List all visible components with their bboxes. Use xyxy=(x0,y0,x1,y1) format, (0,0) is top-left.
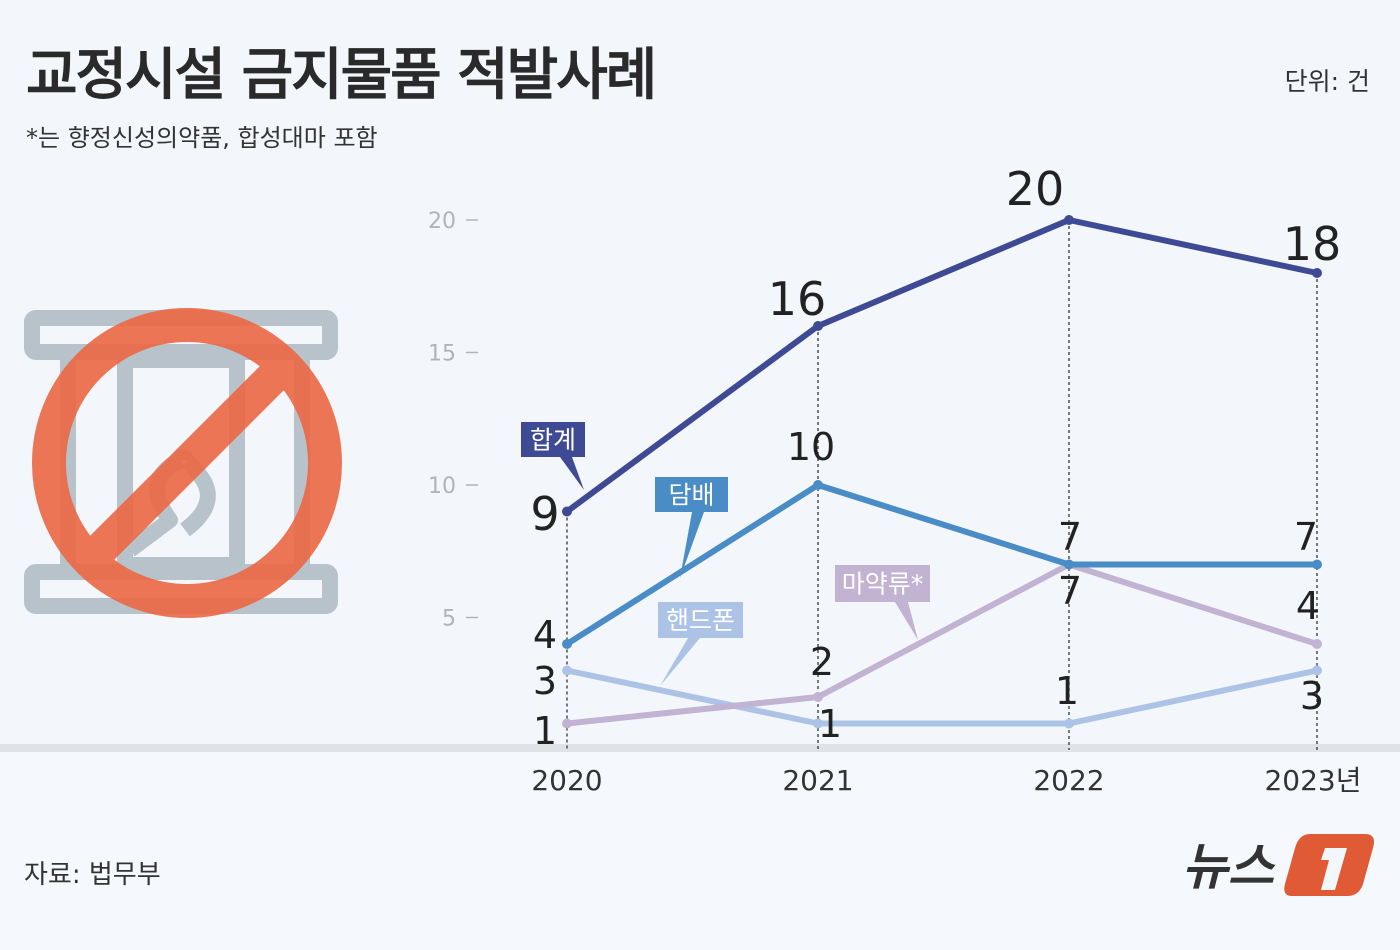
data-point xyxy=(1312,665,1322,676)
data-point xyxy=(562,639,572,649)
legend-callout-0 xyxy=(521,422,585,457)
legend-label: 핸드폰 xyxy=(666,606,735,635)
series-line-1 xyxy=(565,482,1317,647)
data-label: 3 xyxy=(1300,674,1324,718)
y-tick-label: 10 xyxy=(428,474,456,499)
callout-pointer xyxy=(560,457,584,490)
data-label: 3 xyxy=(533,659,557,703)
x-tick-label: 2021 xyxy=(782,764,853,797)
data-label: 1 xyxy=(533,709,557,753)
legend-label: 마약류* xyxy=(842,570,924,599)
x-tick-label: 2020 xyxy=(531,764,602,797)
plot-floor xyxy=(0,752,1400,950)
data-point xyxy=(813,692,823,702)
source-label: 자료: 법무부 xyxy=(24,860,161,890)
legend-callout-3 xyxy=(658,602,743,638)
callout-pointer xyxy=(895,602,918,640)
data-label: 10 xyxy=(787,425,835,469)
data-label: 16 xyxy=(768,272,827,326)
data-label: 20 xyxy=(1006,162,1065,216)
callout-pointer xyxy=(660,638,700,686)
series-line-3 xyxy=(566,667,1318,727)
data-point xyxy=(813,480,823,490)
page-title: 교정시설 금지물품 적발사례 xyxy=(26,43,657,108)
data-point xyxy=(813,321,823,331)
data-point xyxy=(1312,559,1322,570)
data-label: 7 xyxy=(1058,569,1082,613)
data-point xyxy=(813,718,823,729)
data-label: 9 xyxy=(530,487,559,541)
y-tick-label: 5 xyxy=(442,607,456,632)
callout-pointer xyxy=(680,512,704,578)
svg-text:뉴스: 뉴스 xyxy=(1182,838,1276,896)
data-point xyxy=(1064,559,1074,570)
data-point xyxy=(1312,268,1322,278)
data-label: 7 xyxy=(1294,515,1318,559)
data-point xyxy=(1312,639,1322,649)
data-label: 4 xyxy=(1296,584,1320,628)
unit-label: 단위: 건 xyxy=(1284,67,1370,96)
subtitle-note: *는 향정신성의약품, 합성대마 포함 xyxy=(26,124,378,152)
y-tick-label: 20 xyxy=(428,209,456,234)
series-line-2 xyxy=(566,561,1318,727)
data-label: 1 xyxy=(1055,669,1079,713)
x-tick-label: 2022 xyxy=(1033,764,1104,797)
news1-logo: 뉴스 xyxy=(1182,834,1374,896)
series-line-0 xyxy=(565,217,1318,514)
data-label: 2 xyxy=(810,640,834,684)
prohibited-prison-icon xyxy=(24,308,342,618)
data-label: 18 xyxy=(1283,217,1342,271)
legend-callout-2 xyxy=(835,565,930,602)
data-point xyxy=(562,665,572,676)
legend-label: 합계 xyxy=(530,426,576,455)
data-label: 7 xyxy=(1058,515,1082,559)
data-label: 1 xyxy=(818,702,842,746)
data-point xyxy=(1064,215,1074,225)
x-axis-baseline xyxy=(0,744,1400,752)
legend-callout-1 xyxy=(655,477,728,512)
y-tick-label: 15 xyxy=(428,342,456,367)
legend-label: 담배 xyxy=(668,481,714,510)
data-label: 4 xyxy=(533,613,557,657)
data-point xyxy=(1064,718,1074,729)
data-point xyxy=(562,506,572,517)
x-tick-label: 2023년 xyxy=(1264,764,1361,797)
data-point xyxy=(562,718,572,729)
